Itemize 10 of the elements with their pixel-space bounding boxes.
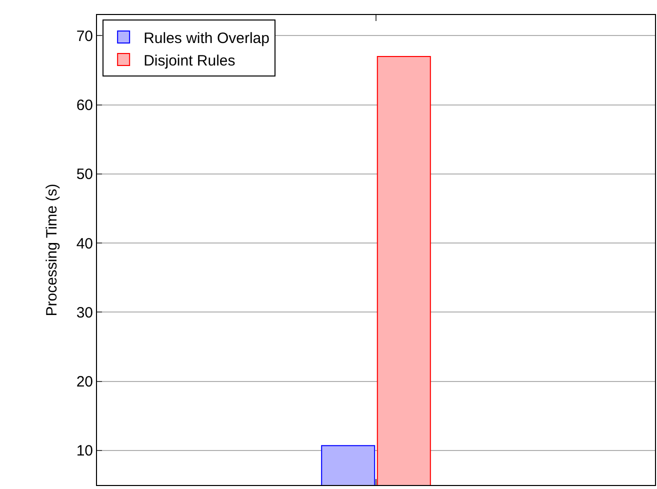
y-tick-label: 20	[76, 374, 93, 391]
y-tick-label: 50	[76, 166, 93, 184]
legend-label: Disjoint Rules	[144, 52, 236, 70]
y-tick-label: 10	[76, 442, 93, 460]
y-axis-title: Processing Time (s)	[44, 184, 61, 316]
y-tick-label: 30	[76, 304, 93, 322]
y-tick-label: 40	[76, 235, 93, 252]
y-tick-label: 70	[76, 28, 93, 45]
legend-label: Rules with Overlap	[144, 30, 270, 47]
y-tick-label: 60	[76, 97, 93, 114]
